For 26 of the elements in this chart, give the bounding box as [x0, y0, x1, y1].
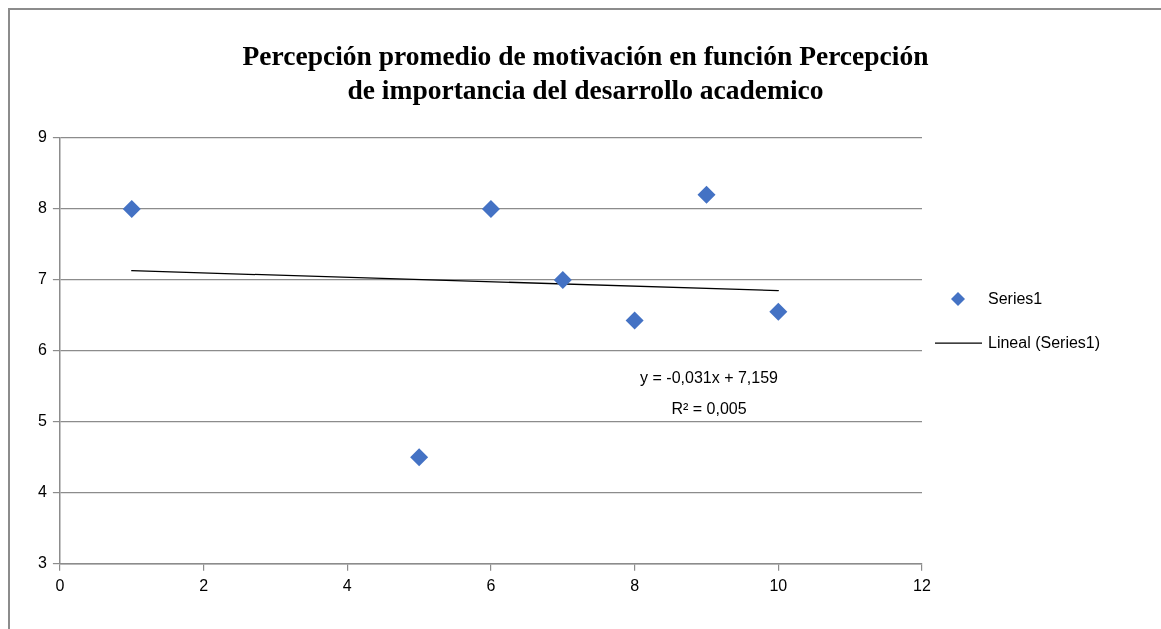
x-tick-label: 8	[630, 576, 640, 594]
y-tick-label: 4	[37, 483, 47, 501]
legend-label: Lineal (Series1)	[988, 333, 1101, 351]
point	[697, 185, 716, 204]
y-tick-label: 3	[37, 554, 47, 572]
x-tick-label: 4	[342, 576, 352, 594]
point	[769, 302, 788, 321]
point	[625, 311, 644, 330]
annotation: R² = 0,005	[671, 399, 747, 417]
y-tick-label: 5	[37, 412, 47, 430]
point	[553, 270, 572, 289]
chart-title: Percepción promedio de motivación en función Percepción de importancia del desarrollo academico	[242, 40, 929, 106]
x-tick-label: 2	[199, 576, 209, 594]
x-tick-label: 12	[913, 576, 931, 594]
y-tick-label: 6	[37, 341, 47, 359]
x-tick-label: 0	[55, 576, 65, 594]
point	[122, 199, 141, 218]
point	[410, 448, 429, 467]
y-tick-label: 7	[37, 270, 47, 288]
legend-label: Series1	[988, 289, 1043, 307]
x-tick-label: 6	[486, 576, 496, 594]
x-tick-label: 10	[769, 576, 788, 594]
y-tick-label: 9	[37, 128, 47, 146]
annotation: y = -0,031x + 7,159	[640, 368, 779, 386]
y-tick-label: 8	[37, 199, 47, 217]
point	[481, 199, 500, 218]
